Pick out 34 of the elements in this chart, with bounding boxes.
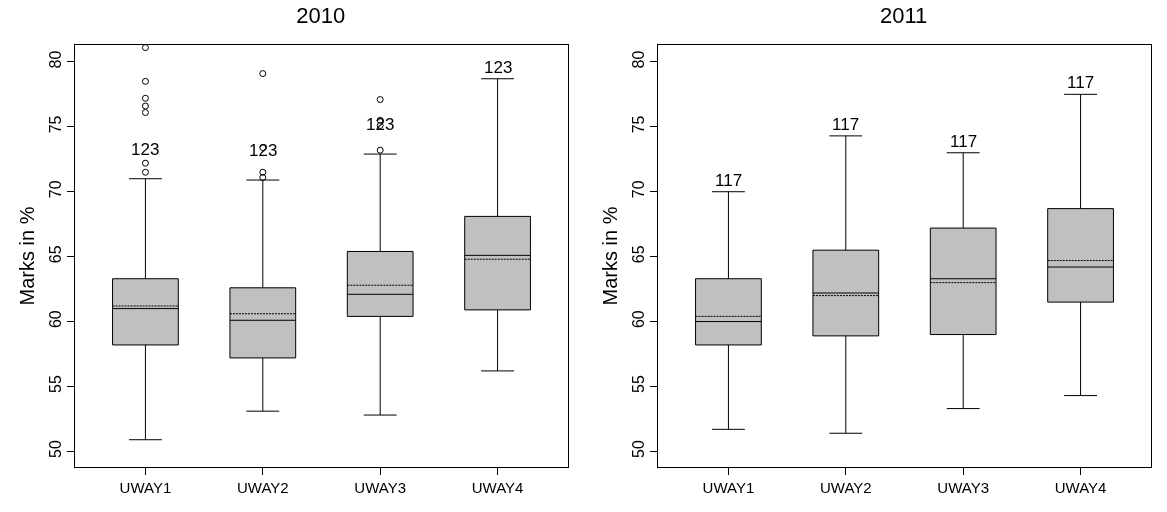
x-tick-label: UWAY3 <box>937 479 990 496</box>
y-tick-label: 75 <box>629 115 647 134</box>
y-tick-label: 60 <box>46 310 64 329</box>
x-tick-label: UWAY2 <box>819 479 872 496</box>
annotation: 123 <box>366 115 395 134</box>
y-tick-label: 65 <box>46 245 64 264</box>
x-tick-label: UWAY3 <box>354 479 407 496</box>
annotation: 123 <box>249 141 278 160</box>
y-tick-label: 70 <box>629 180 647 199</box>
y-tick-label: 80 <box>46 50 64 69</box>
y-tick-label: 75 <box>46 115 64 134</box>
y-tick-label: 55 <box>629 375 647 393</box>
y-axis-title: Marks in % <box>16 206 39 306</box>
annotation: 117 <box>950 132 978 151</box>
x-tick-label: UWAY1 <box>119 479 172 496</box>
x-tick-label: UWAY4 <box>1054 479 1107 496</box>
annotation: 117 <box>715 171 743 190</box>
y-axis-title: Marks in % <box>599 206 622 306</box>
annotation: 123 <box>131 140 160 159</box>
x-tick-label: UWAY2 <box>236 479 289 496</box>
y-tick-label: 70 <box>46 180 64 199</box>
annotation: 117 <box>1067 73 1095 92</box>
x-tick-label: UWAY1 <box>702 479 755 496</box>
y-tick-label: 50 <box>629 440 647 458</box>
chart-title: 2011 <box>879 3 928 29</box>
annotation: 117 <box>832 115 860 134</box>
chart-title: 2010 <box>296 3 346 29</box>
y-tick-label: 80 <box>629 50 647 69</box>
y-tick-label: 55 <box>46 375 64 393</box>
annotation: 123 <box>484 58 513 77</box>
x-tick-label: UWAY4 <box>471 479 524 496</box>
y-tick-label: 65 <box>629 245 647 264</box>
y-tick-label: 60 <box>629 310 647 329</box>
y-tick-label: 50 <box>46 440 64 458</box>
